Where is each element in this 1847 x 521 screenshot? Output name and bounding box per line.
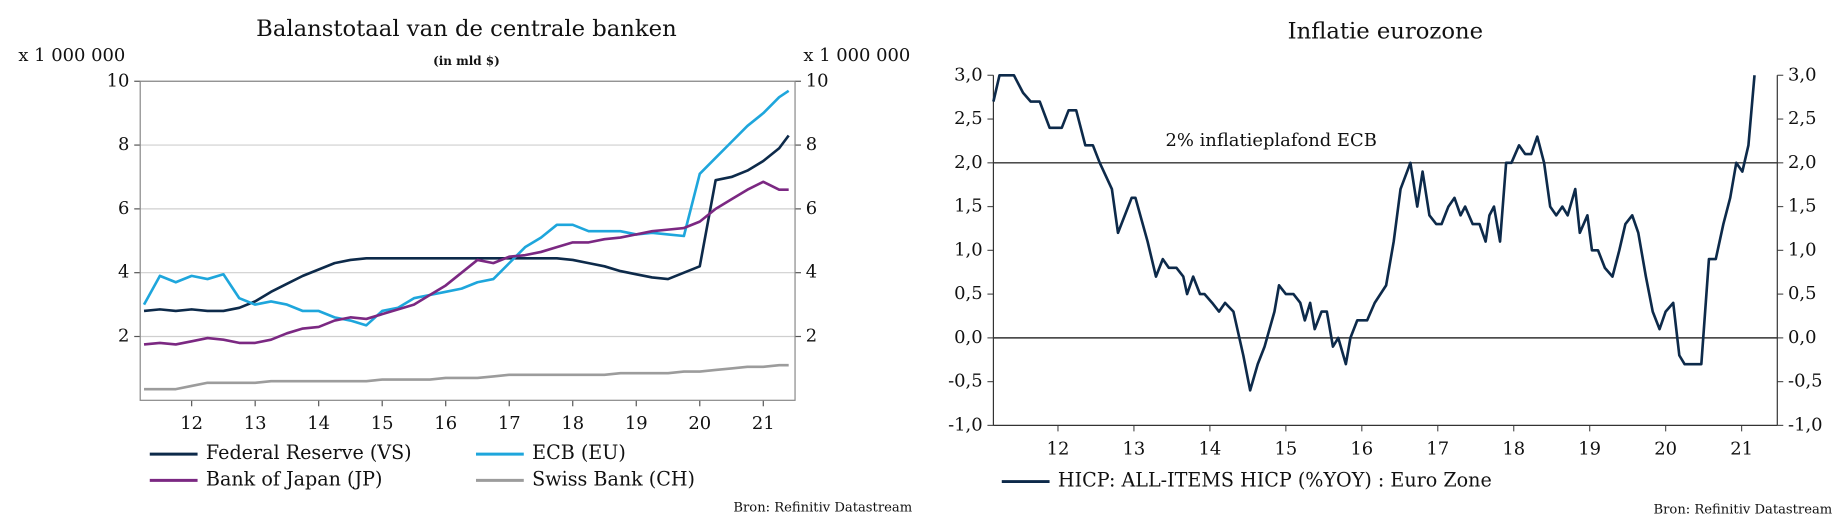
x-tick-label: 20	[1654, 438, 1677, 459]
plot-frame	[139, 80, 796, 401]
annotation: 2% inflatieplafond ECB	[1165, 130, 1376, 151]
x-tick-label: 14	[1198, 438, 1221, 459]
x-tick-label: 13	[1123, 438, 1146, 459]
y2-tick-label: 1,0	[1788, 239, 1816, 260]
x-tick-label: 21	[1730, 438, 1753, 459]
y-unit-label: x 1 000 000	[18, 45, 125, 66]
y2-tick-label: 3,0	[1788, 64, 1816, 85]
y-tick-label: 10	[107, 70, 130, 91]
series-line	[992, 73, 1756, 392]
x-tick-label: 12	[1047, 438, 1070, 459]
x-tick-label: 16	[1350, 438, 1373, 459]
x-tick-label: 19	[1578, 438, 1601, 459]
y-tick-label: -0,5	[948, 371, 983, 392]
x-tick-label: 16	[434, 413, 457, 434]
y2-tick-label: 0,5	[1788, 283, 1816, 304]
x-tick-label: 15	[371, 413, 394, 434]
y-tick-label: 2	[118, 325, 129, 346]
legend-label: Bank of Japan (JP)	[206, 467, 383, 490]
y-tick-label: 0,0	[954, 327, 982, 348]
y2-tick-label: 6	[806, 198, 817, 219]
x-tick-label: 13	[244, 413, 267, 434]
x-tick-label: 18	[1502, 438, 1525, 459]
chart-title: Balanstotaal van de centrale banken	[256, 16, 677, 42]
y2-tick-label: 4	[806, 262, 817, 283]
x-tick-label: 15	[1274, 438, 1297, 459]
chart-subtitle: (in mld $)	[433, 54, 500, 68]
x-tick-label: 14	[307, 413, 330, 434]
x-tick-label: 21	[752, 413, 775, 434]
y-tick-label: 2,0	[954, 152, 982, 173]
legend-label: Swiss Bank (CH)	[532, 467, 695, 490]
series-line	[143, 180, 789, 346]
x-tick-label: 17	[1426, 438, 1449, 459]
y-tick-label: 1,5	[954, 196, 982, 217]
y2-tick-label: 1,5	[1788, 196, 1816, 217]
legend-label: ECB (EU)	[532, 441, 626, 464]
y-tick-label: 8	[118, 134, 129, 155]
y2-tick-label: 0,0	[1788, 327, 1816, 348]
y2-unit-label: x 1 000 000	[803, 45, 910, 66]
y-tick-label: 0,5	[954, 283, 982, 304]
y2-tick-label: 2	[806, 325, 817, 346]
y2-tick-label: 2,5	[1788, 108, 1816, 129]
y-tick-label: 6	[118, 198, 129, 219]
y-tick-label: 3,0	[954, 64, 982, 85]
series-line	[142, 89, 790, 327]
x-tick-label: 18	[561, 413, 584, 434]
y2-tick-label: -0,5	[1788, 371, 1823, 392]
x-tick-label: 12	[180, 413, 203, 434]
y2-tick-label: 10	[806, 70, 829, 91]
source-note: Bron: Refinitiv Datastream	[733, 500, 912, 515]
y2-tick-label: 2,0	[1788, 152, 1816, 173]
x-tick-label: 17	[498, 413, 521, 434]
y-tick-label: -1,0	[948, 414, 983, 435]
y-tick-label: 1,0	[954, 239, 982, 260]
x-tick-label: 20	[688, 413, 711, 434]
y-tick-label: 4	[118, 262, 129, 283]
legend-label: Federal Reserve (VS)	[206, 441, 412, 464]
x-tick-label: 19	[625, 413, 648, 434]
legend-label: HICP: ALL-ITEMS HICP (%YOY) : Euro Zone	[1058, 469, 1492, 492]
y2-tick-label: -1,0	[1788, 414, 1823, 435]
source-note: Bron: Refinitiv Datastream	[1653, 503, 1832, 518]
y-tick-label: 2,5	[954, 108, 982, 129]
series-line	[143, 134, 790, 313]
y2-tick-label: 8	[806, 134, 817, 155]
chart-title: Inflatie eurozone	[1288, 18, 1483, 44]
series-line	[144, 363, 789, 391]
